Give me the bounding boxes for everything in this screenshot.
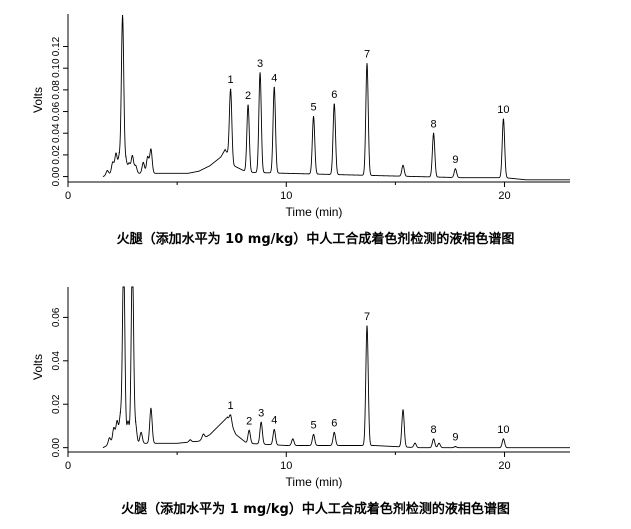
peak-label: 8 <box>431 424 437 436</box>
y-axis-title: Volts <box>31 354 45 380</box>
peak-marker <box>260 421 262 423</box>
peak-marker <box>247 104 249 106</box>
peak-marker <box>248 429 250 432</box>
peak-label: 9 <box>452 154 458 166</box>
peak-marker <box>128 162 130 164</box>
peak-marker <box>202 433 204 435</box>
y-tick-label: 0.10 <box>51 58 62 78</box>
peak-marker <box>432 133 435 135</box>
peak-marker <box>366 63 368 65</box>
peak-marker <box>131 154 133 157</box>
peak-label: 3 <box>258 407 264 419</box>
peak-label: 6 <box>331 89 337 101</box>
peak-label: 1 <box>228 74 234 86</box>
y-tick-label: 0.06 <box>51 101 62 121</box>
peak-marker <box>142 161 144 164</box>
peak-marker <box>432 438 435 440</box>
peak-marker <box>454 445 457 448</box>
peak-marker <box>259 72 261 74</box>
x-axis-title: Time (min) <box>286 205 343 219</box>
peak-marker <box>502 118 505 120</box>
peak-label: 5 <box>310 420 316 432</box>
peak-marker <box>135 420 137 423</box>
peak-marker <box>127 420 129 422</box>
peak-label: 2 <box>245 90 251 102</box>
x-tick-label: 20 <box>498 190 510 202</box>
peak-marker <box>333 431 335 434</box>
peak-marker <box>140 431 142 434</box>
y-tick-label: 0.00 <box>51 437 62 457</box>
x-tick-label: 0 <box>65 190 71 202</box>
peak-marker <box>189 439 191 441</box>
peak-marker <box>438 442 440 444</box>
peak-label: 6 <box>331 417 337 429</box>
chromatogram-trace <box>102 286 570 449</box>
x-tick-label: 20 <box>498 460 510 472</box>
chromatogram-panel-1mgkg: 0 10 20 0.00 0.02 0.04 0.06 Time (min) Volts 1234… <box>31 286 570 489</box>
peak-label: 10 <box>497 104 509 116</box>
peak-marker <box>273 86 275 88</box>
peak-label: 7 <box>364 311 370 323</box>
peak-marker <box>366 325 368 327</box>
peak-marker <box>502 438 505 440</box>
y-axis-title: Volts <box>31 87 45 113</box>
peak-marker <box>108 437 111 439</box>
peak-marker <box>150 407 152 410</box>
peak-label: 4 <box>271 415 277 427</box>
x-axis-title: Time (min) <box>286 475 343 489</box>
peak-label: 9 <box>452 432 458 444</box>
chromatogram-panel-10mgkg: 0 10 20 0.000.02 0.04 0.060.08 0.10 0.12 Time (m… <box>31 14 570 219</box>
peak-marker <box>113 426 115 429</box>
caption-10mgkg: 火腿（添加水平为 10 mg/kg）中人工合成着色剂检测的液相色谱图 <box>116 232 515 247</box>
peak-marker <box>230 88 232 90</box>
peak-marker <box>273 429 275 431</box>
peak-label: 1 <box>228 400 234 412</box>
peak-label: 10 <box>497 424 509 436</box>
peak-marker <box>135 164 137 166</box>
y-tick-label: 0.12 <box>51 36 62 56</box>
peak-marker <box>414 442 416 444</box>
peak-marker <box>118 152 120 154</box>
peak-marker <box>147 155 149 158</box>
caption-1mgkg: 火腿（添加水平为 1 mg/kg）中人工合成着色剂检测的液相色谱图 <box>121 502 510 517</box>
peak-label: 7 <box>364 49 370 61</box>
peak-marker <box>121 14 124 17</box>
y-tick-label: 0.08 <box>51 80 62 100</box>
peak-marker <box>112 161 114 163</box>
chromatogram-trace <box>102 15 570 181</box>
peak-marker <box>230 414 232 416</box>
x-tick-label: 10 <box>280 460 292 472</box>
peak-marker <box>123 286 125 288</box>
peak-label: 3 <box>257 58 263 70</box>
peak-marker <box>125 155 127 157</box>
peak-marker <box>454 168 457 170</box>
peak-marker <box>333 103 335 105</box>
y-tick-label: 0.04 <box>51 123 62 143</box>
peak-marker <box>402 164 404 166</box>
peak-marker <box>116 420 118 422</box>
y-tick-label: 0.04 <box>51 351 62 371</box>
peak-marker <box>312 434 315 436</box>
y-tick-label: 0.06 <box>51 307 62 327</box>
peak-marker <box>106 170 108 172</box>
peak-marker <box>119 411 121 413</box>
peak-marker <box>292 438 294 440</box>
y-tick-label: 0.00 <box>51 166 62 186</box>
peak-label: 4 <box>271 72 277 84</box>
peak-marker <box>150 148 152 150</box>
x-tick-label: 0 <box>65 460 71 472</box>
peak-label: 8 <box>431 119 437 131</box>
peak-label: 2 <box>246 415 252 427</box>
y-tick-label: 0.02 <box>51 394 62 414</box>
peak-marker <box>402 409 404 411</box>
peak-marker <box>131 286 133 288</box>
x-tick-label: 10 <box>280 190 292 202</box>
y-tick-label: 0.02 <box>51 145 62 165</box>
peak-marker <box>115 152 117 154</box>
peak-label: 5 <box>310 102 316 114</box>
peak-marker <box>312 115 315 118</box>
